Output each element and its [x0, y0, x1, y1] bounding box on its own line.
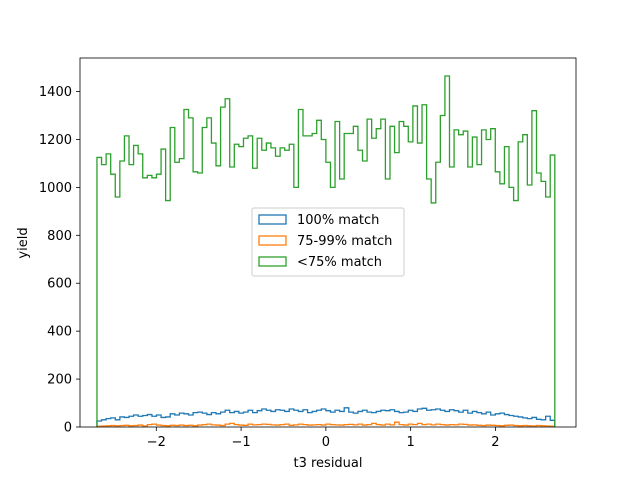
y-tick-label: 400: [47, 325, 72, 340]
plot-frame: [79, 57, 577, 428]
y-tick-label: 800: [47, 229, 72, 244]
legend-swatch: [258, 214, 287, 225]
plot-area: [96, 75, 556, 427]
x-tick-label: −2: [147, 435, 166, 450]
legend-label: 100% match: [297, 213, 379, 228]
legend-label: 75-99% match: [297, 234, 392, 249]
x-tick-label: 2: [491, 435, 499, 450]
histogram-series-1: [96, 421, 556, 427]
y-tick-label: 600: [47, 277, 72, 292]
legend-swatch: [258, 256, 287, 267]
x-tick-label: −1: [232, 435, 251, 450]
y-axis-label: yield: [16, 227, 31, 258]
y-tick-label: 0: [64, 421, 72, 436]
y-tick-label: 1400: [39, 85, 72, 100]
legend-swatch: [258, 235, 287, 246]
y-tick-label: 200: [47, 373, 72, 388]
histogram-series-2: [96, 75, 556, 427]
y-tick-label: 1200: [39, 133, 72, 148]
axis-ticks: −2 −1 0 1 2 0 200 400 600 800 1000 1200 1400: [39, 85, 500, 450]
y-tick-label: 1000: [39, 181, 72, 196]
x-tick-label: 0: [322, 435, 330, 450]
legend-label: <75% match: [297, 255, 382, 270]
legend-box: [251, 207, 405, 277]
x-tick-label: 1: [407, 435, 415, 450]
histogram-series-0: [96, 407, 556, 427]
legend: 100% match 75-99% match <75% match: [251, 207, 405, 277]
x-axis-label: t3 residual: [293, 456, 362, 471]
